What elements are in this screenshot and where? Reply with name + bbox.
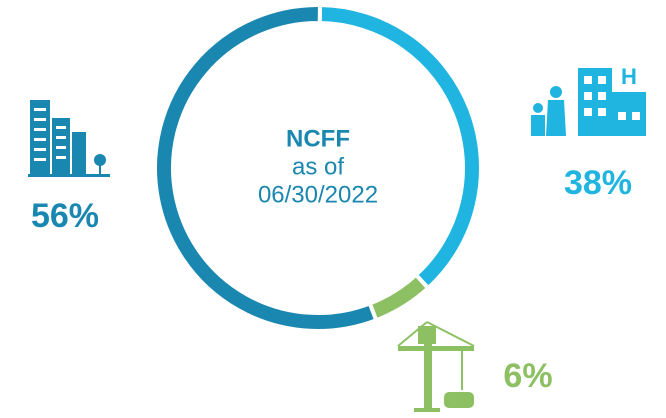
- hospital-icon: H: [531, 64, 646, 136]
- buildings-icon: [28, 100, 110, 177]
- chart-subtitle: as of: [292, 153, 344, 180]
- chart-title: NCFF: [286, 125, 350, 152]
- value-label: 56%: [31, 197, 99, 235]
- value-label: 6%: [503, 357, 552, 395]
- donut-segment: [367, 272, 431, 323]
- center-label: NCFF as of 06/30/2022: [258, 125, 378, 208]
- crane-icon: [397, 321, 475, 412]
- chart-subtitle: 06/30/2022: [258, 181, 378, 208]
- svg-text:H: H: [621, 64, 637, 89]
- donut-segment: [153, 3, 379, 333]
- value-label: 38%: [564, 164, 632, 202]
